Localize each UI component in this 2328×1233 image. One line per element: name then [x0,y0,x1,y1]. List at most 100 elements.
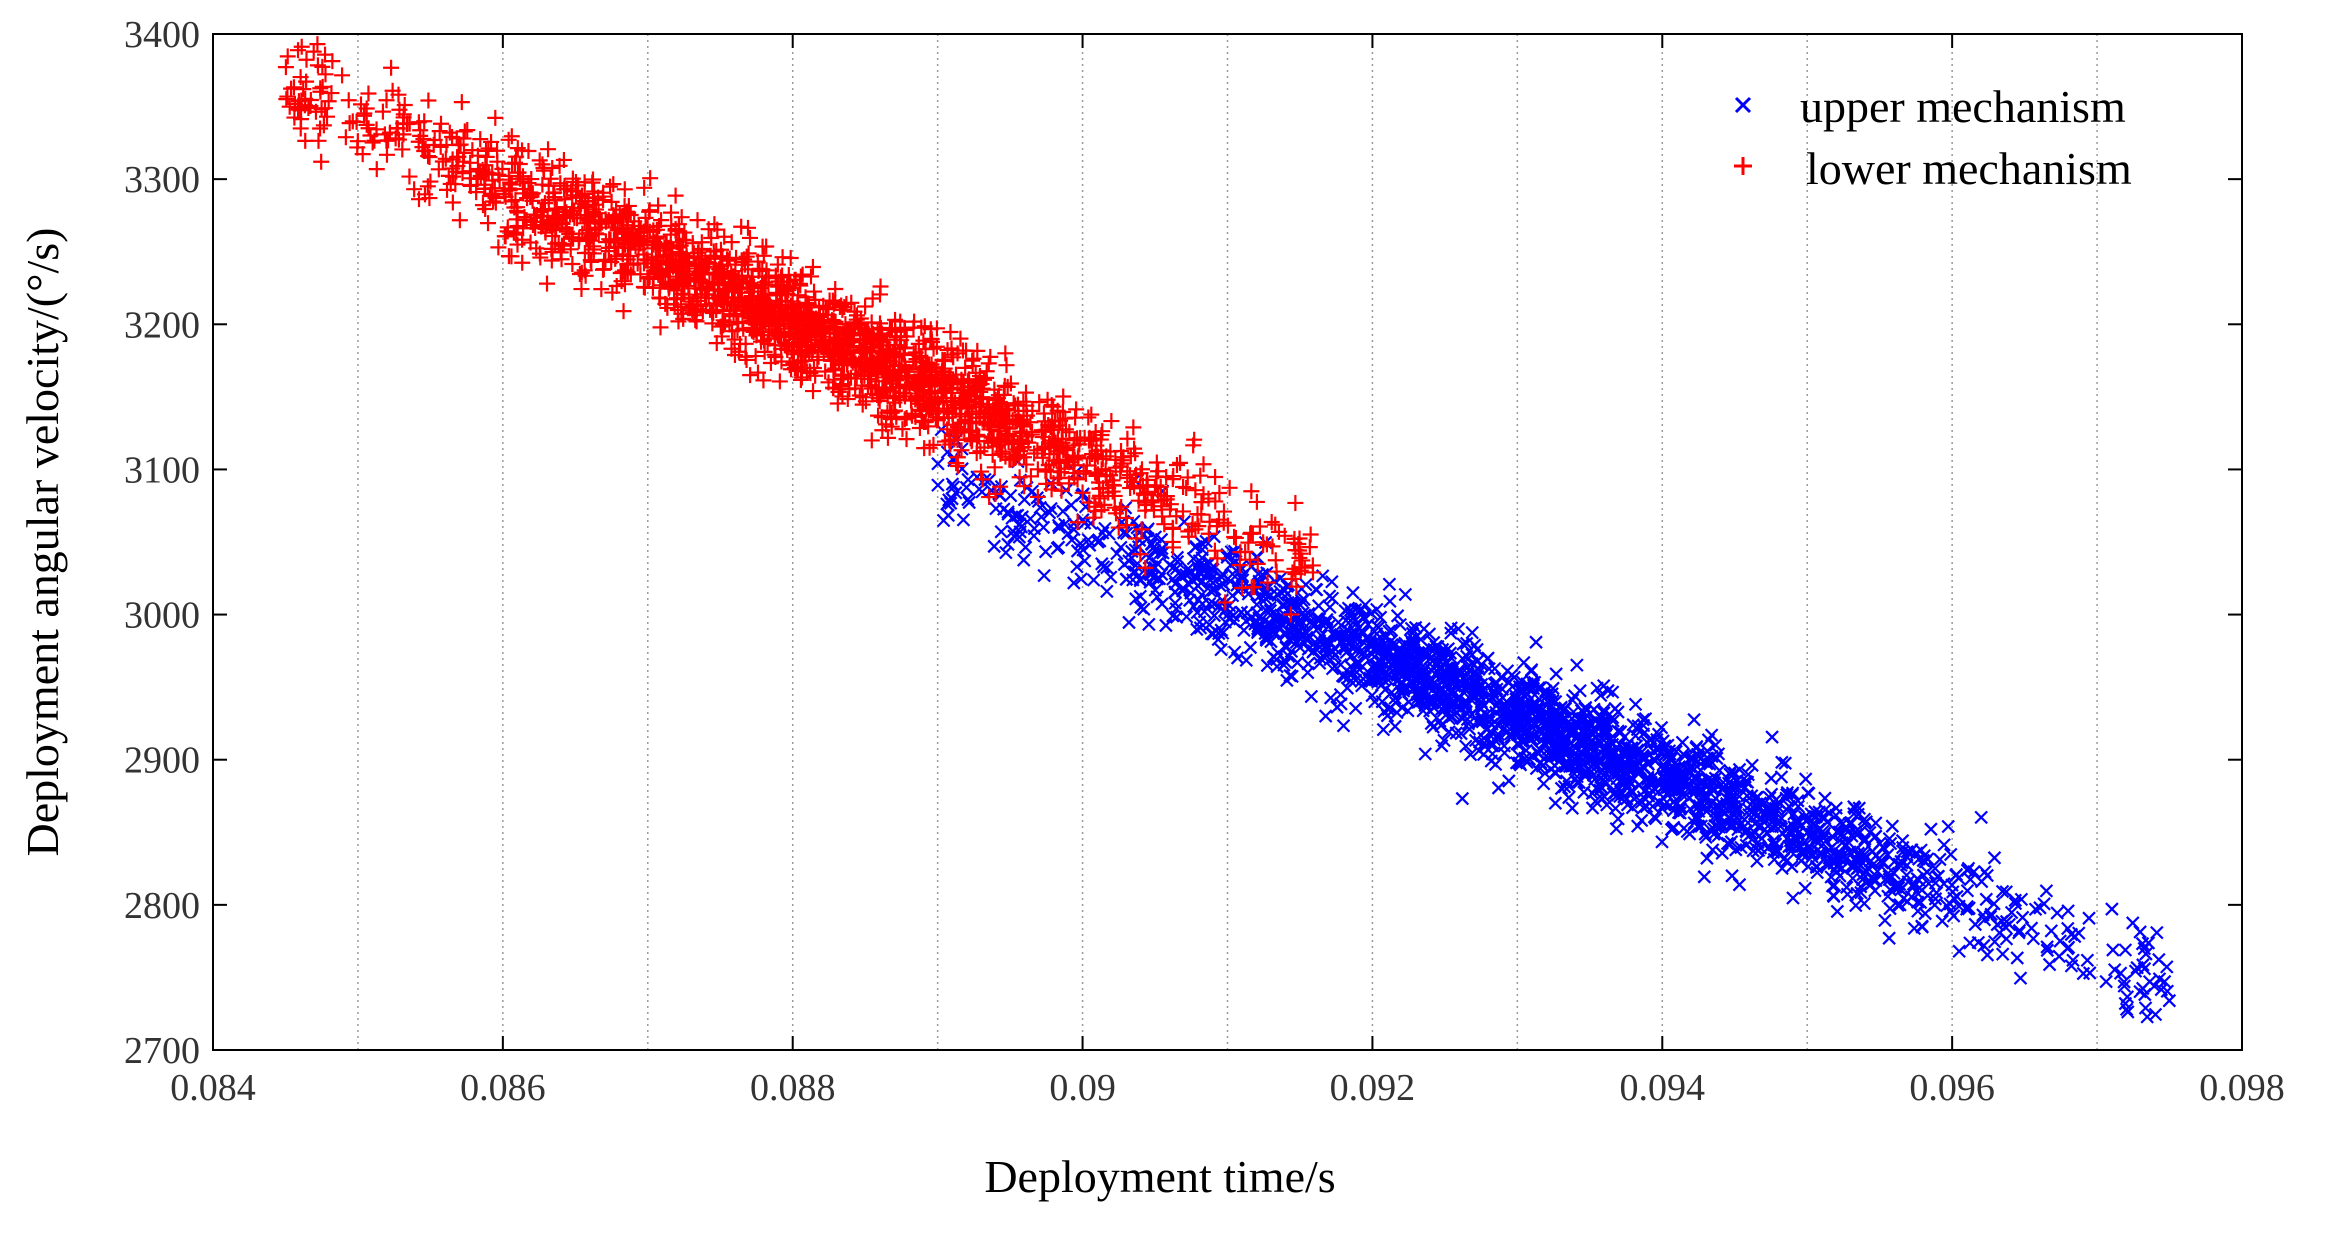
data-point [1226,608,1241,623]
data-point [1440,656,1454,670]
data-point [1286,530,1303,547]
axis-ticks [212,33,2243,1051]
data-point [717,280,734,297]
data-point [1036,413,1053,430]
data-point [1438,644,1453,658]
data-point [1249,550,1264,564]
data-point [742,229,759,246]
data-point [1085,509,1102,526]
data-point [1531,746,1545,761]
data-point [1878,913,1892,928]
data-point [1218,615,1233,629]
data-point [1426,635,1441,650]
data-point [410,114,427,131]
data-point [1310,611,1324,626]
data-point [1174,503,1191,520]
data-point [1775,755,1789,770]
data-point [1000,434,1017,451]
data-point [863,314,880,331]
data-point [1100,584,1114,599]
data-point [1133,589,1148,604]
data-point [376,126,393,143]
data-point [1687,712,1701,727]
data-point [723,296,740,313]
data-point [659,299,676,316]
data-point [1103,570,1118,584]
data-point [2050,906,2064,920]
data-point [635,255,652,272]
data-point [1463,747,1478,762]
data-point [1096,560,1111,574]
data-point [1502,774,1516,788]
data-point [309,36,326,53]
data-point [1219,517,1236,534]
data-point [616,181,633,198]
data-point [2040,943,2055,958]
data-point [539,275,556,292]
data-point [577,267,594,284]
data-point [2015,910,2030,925]
data-point [1264,623,1279,638]
data-point [885,389,902,406]
data-point [536,195,553,212]
data-point [334,67,351,84]
data-point [573,264,590,281]
data-point [686,307,703,324]
y-tick-label-7: 3400 [124,14,200,56]
data-point [1849,898,1863,913]
data-point [1016,553,1031,567]
data-point [834,339,851,356]
data-point [582,252,599,269]
data-point [1354,674,1368,688]
data-point [896,340,913,357]
data-point [1179,609,1194,624]
data-point [396,97,413,114]
data-point [1708,809,1723,823]
data-point [1565,693,1580,707]
data-point [1648,753,1662,767]
data-point [410,191,427,208]
data-point [925,436,942,453]
data-point [1018,540,1033,555]
data-point [2008,896,2023,911]
data-point [1444,626,1458,640]
data-point [805,383,822,400]
data-point [1235,570,1250,584]
data-point [780,281,797,298]
data-point [1882,931,1896,945]
data-point [279,88,296,105]
data-point [1977,912,1992,927]
data-point [1267,516,1284,533]
data-point [1211,485,1228,502]
data-point [2026,931,2041,946]
data-point [421,190,438,207]
data-point [1122,467,1139,484]
data-point [807,291,824,308]
data-point [971,428,988,445]
data-point [1749,797,1764,811]
data-point [1565,801,1580,815]
data-point [2117,975,2131,989]
data-point [1882,832,1897,846]
data-point [1224,545,1239,559]
data-point [961,492,975,507]
data-point [1645,799,1660,814]
data-point [2012,925,2026,940]
data-point [1137,559,1154,576]
data-point [1271,646,1285,660]
data-point [324,53,341,70]
data-point [755,247,772,264]
data-point [1971,935,1986,950]
data-point [921,439,938,456]
data-point [1042,505,1057,520]
data-point [1212,626,1226,641]
data-point [826,322,843,339]
data-point [1348,701,1363,716]
data-point [1724,764,1738,779]
data-point [1765,730,1779,744]
data-point [1878,872,1893,887]
data-point [1325,591,1340,606]
data-point [974,471,991,488]
data-point [544,227,561,244]
data-point [298,73,315,90]
